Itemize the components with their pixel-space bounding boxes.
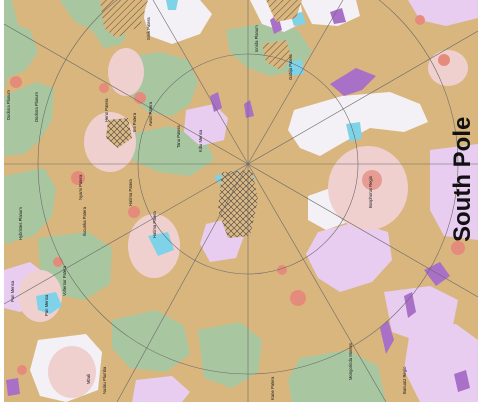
feature-label: Kibu Mensa xyxy=(198,129,203,152)
patera xyxy=(99,83,109,93)
feature-label: Gabija Patera xyxy=(288,54,293,80)
patera xyxy=(53,257,63,267)
layered-terrain xyxy=(266,0,302,22)
patera xyxy=(290,290,306,306)
pink-region xyxy=(108,48,144,96)
patera xyxy=(362,170,382,190)
plains-region xyxy=(112,310,190,372)
map-layers: Dodona Planum Dodona Planum Heno Patera … xyxy=(4,0,478,402)
feature-label: Heno Patera xyxy=(104,98,109,122)
feature-label: Ilucunka Patera xyxy=(82,206,87,236)
plains-region xyxy=(4,168,56,244)
feature-label: Banuatz Regio xyxy=(402,366,407,394)
patera xyxy=(451,241,465,255)
feature-label: Hatima Patera xyxy=(128,179,133,206)
lavender-region xyxy=(404,324,478,402)
lavender-region xyxy=(184,104,228,146)
feature-label: Voltentur Patera xyxy=(62,265,67,296)
feature-labels: Dodona Planum Dodona Planum Heno Patera … xyxy=(6,17,407,400)
longitude-line xyxy=(4,163,249,305)
longitude-line xyxy=(116,163,249,402)
feature-label: Dodona Planum xyxy=(6,89,11,120)
region-title: South Pole xyxy=(449,117,476,242)
feature-label: Nyami Patera xyxy=(78,174,83,200)
feature-label: Hatima Patera xyxy=(152,211,157,238)
patera xyxy=(134,92,146,104)
plains-region xyxy=(4,0,38,90)
cyan-deposit xyxy=(148,232,174,256)
patera xyxy=(438,54,450,66)
plains-region xyxy=(288,350,386,402)
cyan-deposit xyxy=(288,60,304,76)
cyan-deposit xyxy=(36,292,62,314)
plains-region xyxy=(120,126,214,176)
feature-label: Ionida Planum xyxy=(254,25,259,52)
longitude-line xyxy=(247,163,387,402)
feature-label: Nusku Plumba xyxy=(102,366,107,394)
patera xyxy=(17,365,27,375)
feature-label: Hybristes Planum xyxy=(18,207,23,240)
feature-label: Tanu Patera xyxy=(176,125,181,148)
layered-terrain xyxy=(100,0,148,38)
purple-flow xyxy=(244,100,254,118)
feature-label: Inti Patera xyxy=(132,112,137,132)
longitude-line xyxy=(247,163,478,298)
purple-flow xyxy=(330,68,376,96)
longitude-line xyxy=(247,0,344,165)
cyan-deposit xyxy=(166,0,178,10)
bright-plains xyxy=(144,0,212,44)
purple-flow xyxy=(210,92,222,112)
feature-label: Mongorinda Montes xyxy=(348,343,353,380)
patera xyxy=(71,171,85,185)
purple-flow xyxy=(404,292,416,318)
longitude-lines xyxy=(4,0,478,402)
patera xyxy=(128,206,140,218)
longitude-line xyxy=(247,30,478,165)
purple-flow xyxy=(454,370,470,392)
feature-label: Pan Mensa xyxy=(10,280,15,302)
layered-terrain xyxy=(106,118,132,148)
cyan-deposit xyxy=(346,122,362,142)
purple-flow xyxy=(330,8,346,24)
longitude-line xyxy=(152,0,249,165)
lavender-region xyxy=(132,376,190,402)
plains-region xyxy=(4,82,54,156)
feature-label: Awori Patera xyxy=(148,101,153,126)
layered-terrain xyxy=(262,40,292,70)
feature-label: Pan Mensa xyxy=(44,294,49,316)
lavender-region xyxy=(306,222,392,292)
feature-label: Mbali xyxy=(86,374,91,384)
patera xyxy=(415,15,425,25)
patera xyxy=(10,76,22,88)
feature-label: Bosphorus Regio xyxy=(368,175,373,208)
purple-flow xyxy=(380,320,394,354)
feature-label: Sinik Patera xyxy=(146,17,151,40)
purple-flow xyxy=(6,378,20,396)
pink-region xyxy=(428,50,468,86)
feature-label: Dodona Planum xyxy=(34,91,39,122)
lavender-region xyxy=(408,0,478,26)
pink-region xyxy=(48,346,96,398)
feature-label: Kane Patera xyxy=(270,376,275,400)
lavender-region xyxy=(430,144,478,240)
longitude-line xyxy=(4,23,249,165)
patera xyxy=(277,265,287,275)
